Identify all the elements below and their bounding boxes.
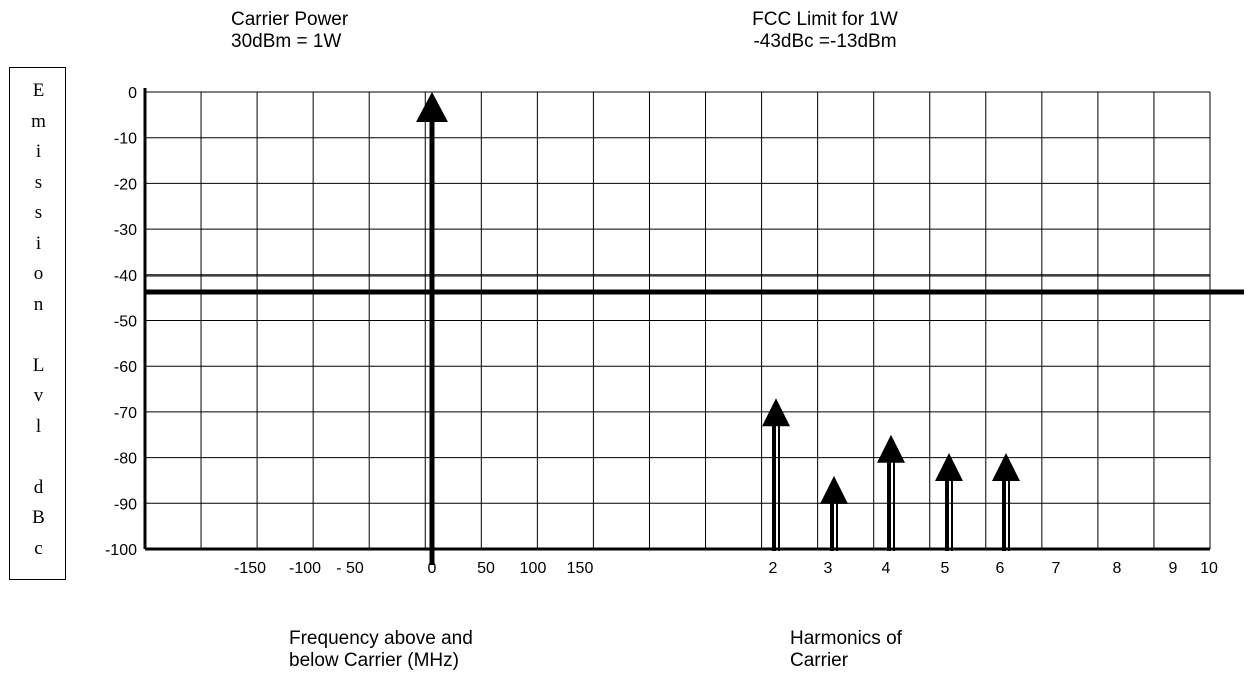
- y-axis-label-char: c: [34, 537, 43, 559]
- x-tick-label-harmonic: 5: [941, 560, 950, 577]
- x-axis-label-harmonics-line2: Carrier: [790, 650, 849, 671]
- x-axis-label-harmonics: Harmonics of Carrier: [790, 628, 902, 672]
- x-axis-label-harmonics-line1: Harmonics of: [790, 628, 902, 649]
- x-tick-label-frequency: - 50: [336, 560, 364, 577]
- y-tick-label: -90: [114, 496, 137, 513]
- y-axis-label-char: E: [32, 80, 45, 101]
- x-tick-label-frequency: 100: [520, 560, 547, 577]
- y-axis-label-char: m: [31, 110, 46, 132]
- x-tick-label-harmonic: 4: [882, 560, 891, 577]
- carrier-annotation-line1: Carrier Power: [231, 9, 349, 30]
- x-tick-label-frequency: 150: [567, 560, 594, 577]
- y-axis-label-char: d: [33, 476, 44, 498]
- x-tick-label-frequency: 50: [477, 560, 495, 577]
- y-axis-label-char: s: [34, 202, 43, 223]
- y-axis-label-char: i: [35, 232, 42, 254]
- y-tick-label: -60: [114, 359, 137, 376]
- x-tick-label-harmonic: 3: [824, 560, 833, 577]
- harmonic-arrow-head: [992, 453, 1020, 482]
- carrier-annotation-line2: 30dBm = 1W: [231, 31, 342, 52]
- y-axis-label-char: n: [33, 293, 44, 315]
- harmonic-arrow-head: [762, 398, 790, 427]
- fcc-annotation-line2: -43dBc =-13dBm: [753, 31, 897, 52]
- y-axis-label-char: L: [32, 354, 45, 376]
- x-axis-label-frequency: Frequency above and below Carrier (MHz): [289, 628, 473, 672]
- y-tick-label: -70: [114, 405, 137, 422]
- x-tick-label-frequency: -100: [289, 560, 321, 577]
- x-tick-label-frequency: 0: [428, 560, 437, 577]
- y-tick-label: -50: [114, 314, 137, 331]
- x-axis-label-frequency-line1: Frequency above and: [289, 628, 473, 649]
- y-axis-label-char: v: [33, 385, 44, 406]
- fcc-annotation-line1: FCC Limit for 1W: [752, 9, 898, 30]
- y-tick-label: 0: [128, 85, 137, 102]
- y-axis-label-char: l: [35, 415, 42, 437]
- y-axis-label-char: B: [32, 507, 45, 528]
- x-tick-label-harmonic: 9: [1169, 560, 1178, 577]
- y-tick-label: -40: [114, 268, 137, 285]
- harmonic-arrow-head: [877, 434, 905, 463]
- y-axis-label-char: s: [34, 171, 43, 193]
- fcc-annotation: FCC Limit for 1W -43dBc =-13dBm: [705, 9, 945, 53]
- carrier-annotation: Carrier Power 30dBm = 1W: [231, 9, 348, 53]
- y-axis-label-char: o: [33, 263, 44, 284]
- x-tick-label-harmonic: 2: [769, 560, 778, 577]
- x-tick-label-harmonic: 7: [1052, 560, 1061, 577]
- y-tick-label: -80: [114, 451, 137, 468]
- carrier-arrow-head: [416, 92, 448, 122]
- y-tick-label: -30: [114, 222, 137, 239]
- x-axis-label-frequency-line2: below Carrier (MHz): [289, 650, 459, 671]
- harmonic-arrow-head: [820, 475, 848, 504]
- y-tick-label: -10: [114, 131, 137, 148]
- x-tick-label-harmonic: 10: [1200, 560, 1218, 577]
- x-tick-label-frequency: -150: [234, 560, 266, 577]
- y-tick-label: -20: [114, 176, 137, 193]
- harmonic-arrow-head: [935, 453, 963, 482]
- x-tick-label-harmonic: 6: [996, 560, 1005, 577]
- x-tick-label-harmonic: 8: [1113, 560, 1122, 577]
- y-tick-label: -100: [105, 542, 137, 559]
- y-axis-label-char: i: [35, 141, 42, 162]
